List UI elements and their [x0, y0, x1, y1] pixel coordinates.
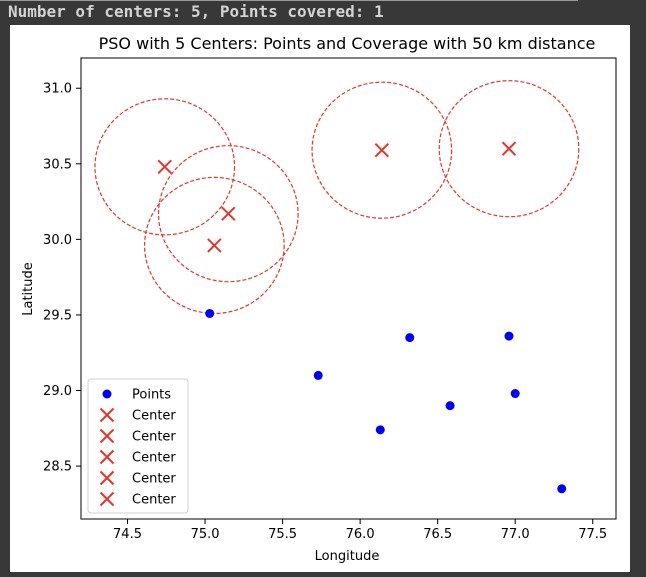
center-marker: [221, 206, 236, 221]
y-tick-label: 30.0: [43, 233, 72, 248]
x-tick-label: 76.0: [346, 527, 375, 542]
coverage-circle: [157, 145, 299, 283]
legend-label: Points: [132, 388, 171, 403]
coverage-circle: [311, 81, 453, 219]
y-tick-label: 29.0: [43, 384, 72, 399]
legend-label: Center: [132, 472, 176, 487]
center-marker: [374, 142, 390, 158]
x-tick-label: 76.5: [423, 527, 452, 542]
coverage-circle: [143, 176, 285, 315]
legend-label: Center: [132, 409, 176, 424]
y-tick-label: 28.5: [43, 460, 72, 475]
legend-center-icon: [99, 407, 115, 423]
y-axis-label: Latitude: [21, 262, 36, 316]
data-point: [405, 333, 415, 343]
points-series: [205, 308, 567, 494]
legend: Points Center Center Center Center Center: [87, 378, 189, 514]
data-point: [557, 484, 567, 494]
data-point: [445, 401, 455, 411]
centers-series: [157, 141, 517, 253]
data-point: [375, 425, 385, 435]
chart-title: PSO with 5 Centers: Points and Coverage …: [99, 34, 596, 53]
coverage-circles: [94, 80, 580, 315]
center-marker: [157, 159, 172, 175]
scatter-chart: PSO with 5 Centers: Points and Coverage …: [21, 34, 617, 564]
coverage-circle: [438, 80, 580, 218]
legend-label: Center: [132, 430, 176, 445]
x-axis-ticks: 74.5 75.0 75.5 76.0 76.5 77.0 77.5: [113, 519, 607, 542]
console-output: Number of centers: 5, Points covered: 1: [8, 2, 384, 21]
data-point: [205, 308, 215, 318]
legend-label: Center: [132, 493, 176, 508]
plot-area-frame: [80, 57, 617, 520]
x-tick-label: 74.5: [113, 527, 142, 542]
center-marker: [207, 238, 222, 253]
legend-center-icon: [99, 491, 115, 507]
data-point: [510, 389, 520, 399]
x-tick-label: 75.5: [268, 527, 297, 542]
legend-center-icon: [99, 449, 115, 465]
legend-center-icon: [99, 428, 115, 444]
y-tick-label: 29.5: [43, 308, 72, 323]
data-point: [313, 370, 323, 380]
legend-center-icon: [99, 470, 115, 486]
y-axis-ticks: 28.5 29.0 29.5 30.0 30.5 31.0: [43, 82, 81, 475]
legend-box: [87, 378, 189, 514]
center-marker: [501, 141, 517, 156]
figure: PSO with 5 Centers: Points and Coverage …: [10, 25, 630, 572]
x-tick-label: 77.5: [578, 527, 607, 542]
y-tick-label: 31.0: [43, 82, 72, 97]
coverage-circle: [94, 98, 236, 236]
x-axis-label: Longitude: [315, 549, 380, 564]
x-tick-label: 77.0: [501, 527, 530, 542]
x-tick-label: 75.0: [191, 527, 220, 542]
data-point: [504, 331, 514, 341]
legend-point-icon: [102, 389, 112, 399]
y-tick-label: 30.5: [43, 157, 72, 172]
output-separator: [0, 0, 578, 1]
legend-label: Center: [132, 451, 176, 466]
